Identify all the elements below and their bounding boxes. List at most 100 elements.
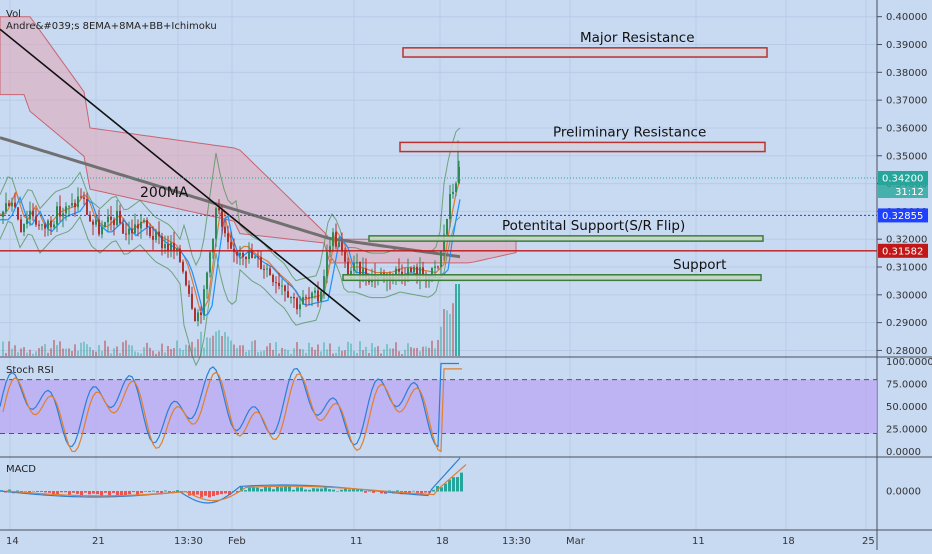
macd-hist-bar xyxy=(32,491,35,492)
volume-bar xyxy=(17,352,19,356)
volume-bar xyxy=(224,332,226,356)
candle-body xyxy=(236,252,238,256)
candle-body xyxy=(242,253,244,257)
macd-hist-bar xyxy=(96,491,99,494)
macd-hist-bar xyxy=(320,489,323,492)
candle-body xyxy=(299,304,301,309)
volume-bar xyxy=(335,353,337,356)
macd-hist-bar xyxy=(264,487,267,492)
volume-bar xyxy=(107,346,109,356)
macd-hist-bar xyxy=(56,491,59,494)
time-tick-label: 18 xyxy=(436,536,449,547)
macd-hist-bar xyxy=(108,491,111,496)
candle-body xyxy=(344,252,346,262)
candle-body xyxy=(170,243,172,250)
volume-bar xyxy=(395,342,397,356)
macd-hist-bar xyxy=(148,491,151,492)
candle-body xyxy=(173,243,175,251)
macd-hist-bar xyxy=(112,491,115,493)
time-tick-label: 13:30 xyxy=(502,536,531,547)
time-tick-label: 21 xyxy=(92,536,105,547)
support-label: Support xyxy=(673,257,726,273)
volume-bar xyxy=(248,350,250,356)
candle-body xyxy=(296,298,298,309)
candle-body xyxy=(74,203,76,207)
candle-body xyxy=(38,225,40,226)
volume-bar xyxy=(59,341,61,356)
volume-bar xyxy=(305,353,307,356)
volume-bar xyxy=(431,341,433,356)
volume-bar xyxy=(50,348,52,356)
macd-hist-bar xyxy=(68,491,71,495)
ma200-label: 200MA xyxy=(140,185,189,201)
volume-bar xyxy=(323,342,325,356)
macd-hist-bar xyxy=(104,491,107,493)
volume-bar xyxy=(443,309,445,356)
volume-bar xyxy=(407,343,409,356)
candle-body xyxy=(437,266,439,267)
macd-hist-bar xyxy=(336,491,339,492)
candle-body xyxy=(83,197,85,198)
macd-hist-bar xyxy=(432,490,435,492)
time-tick-label: Feb xyxy=(228,536,246,547)
candle-body xyxy=(395,269,397,275)
volume-bar xyxy=(44,344,46,356)
candle-body xyxy=(305,297,307,298)
volume-bar xyxy=(320,351,322,356)
candle-body xyxy=(113,220,115,225)
macd-hist-bar xyxy=(40,491,43,492)
macd-hist-bar xyxy=(248,488,251,492)
volume-bar xyxy=(143,347,145,356)
volume-bar xyxy=(215,332,217,356)
volume-bar xyxy=(29,350,31,356)
candle-body xyxy=(245,257,247,259)
volume-bar xyxy=(86,344,88,356)
volume-bar xyxy=(149,348,151,356)
candle-body xyxy=(440,251,442,267)
candle-body xyxy=(227,233,229,242)
candle-body xyxy=(215,208,217,239)
macd-hist-bar xyxy=(260,489,263,491)
candle-body xyxy=(110,217,112,220)
candle-body xyxy=(164,244,166,248)
volume-bar xyxy=(5,353,7,356)
candle-body xyxy=(128,229,130,235)
volume-bar xyxy=(338,346,340,356)
candle-body xyxy=(194,309,196,321)
candle-body xyxy=(47,221,49,229)
macd-hist-bar xyxy=(72,491,75,493)
volume-bar xyxy=(197,339,199,356)
macd-hist-bar xyxy=(276,487,279,492)
candle-body xyxy=(191,294,193,309)
macd-hist-bar xyxy=(140,491,143,493)
macd-hist-bar xyxy=(144,491,147,492)
volume-bar xyxy=(428,348,430,356)
candle-body xyxy=(452,192,454,194)
macd-hist-bar xyxy=(76,491,79,494)
volume-bar xyxy=(89,347,91,356)
volume-bar xyxy=(71,351,73,356)
macd-hist-bar xyxy=(36,491,39,492)
macd-hist-bar xyxy=(460,473,463,492)
macd-hist-bar xyxy=(152,491,155,492)
rsi-tick-label: 25.0000 xyxy=(886,425,927,436)
candle-body xyxy=(332,232,334,246)
volume-bar xyxy=(263,350,265,356)
volume-bar xyxy=(272,350,274,356)
candle-body xyxy=(254,257,256,258)
candle-body xyxy=(302,297,304,304)
candle-body xyxy=(398,269,400,272)
volume-bar xyxy=(458,284,460,356)
volume-bar xyxy=(11,349,13,356)
candle-body xyxy=(197,312,199,321)
candle-body xyxy=(356,262,358,263)
candle-body xyxy=(272,275,274,282)
volume-bar xyxy=(398,351,400,356)
countdown-label: 31:12 xyxy=(895,187,924,198)
volume-bar xyxy=(416,348,418,356)
candle-body xyxy=(44,224,46,228)
volume-bar xyxy=(185,345,187,356)
volume-bar xyxy=(38,348,40,356)
rsi-tick-label: 50.0000 xyxy=(886,402,927,413)
